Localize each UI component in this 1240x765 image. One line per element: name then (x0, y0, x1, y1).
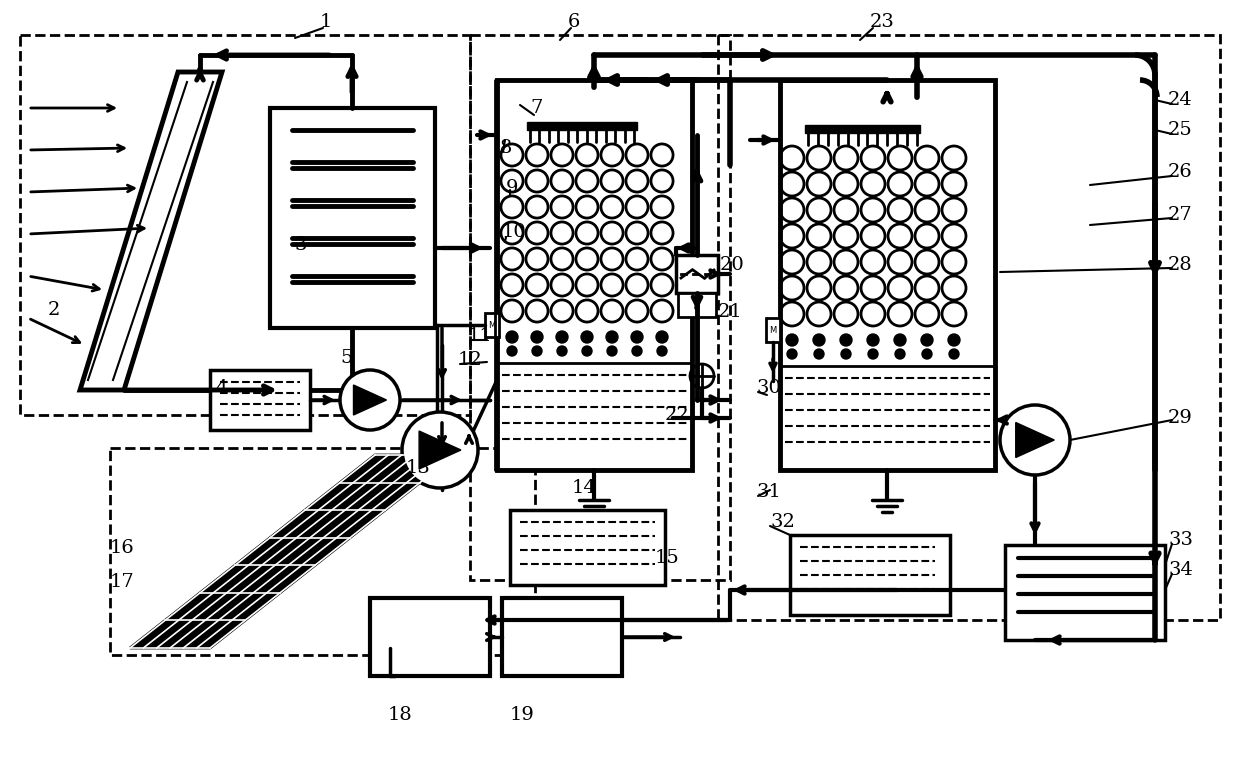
Text: 13: 13 (405, 459, 430, 477)
Circle shape (632, 346, 642, 356)
Text: 32: 32 (770, 513, 795, 531)
Circle shape (340, 370, 401, 430)
Text: 9: 9 (506, 179, 518, 197)
Text: M: M (489, 321, 495, 330)
Bar (110, 448, 534, 655)
Text: 11: 11 (467, 327, 492, 345)
Text: 28: 28 (1168, 256, 1193, 274)
Text: 25: 25 (1168, 121, 1193, 139)
Polygon shape (805, 125, 920, 133)
Circle shape (839, 334, 852, 346)
Bar (470, 35, 730, 580)
Text: 4: 4 (215, 379, 227, 397)
Bar (270, 108, 435, 328)
Circle shape (949, 334, 960, 346)
Circle shape (606, 331, 618, 343)
Circle shape (813, 334, 825, 346)
Polygon shape (527, 122, 637, 130)
Bar (510, 510, 665, 585)
Text: 34: 34 (1168, 561, 1193, 579)
Circle shape (999, 405, 1070, 475)
Bar (676, 255, 718, 293)
Text: 12: 12 (458, 351, 482, 369)
Text: 2: 2 (48, 301, 61, 319)
Bar (210, 370, 310, 430)
Text: 22: 22 (665, 406, 689, 424)
Text: 16: 16 (110, 539, 135, 557)
Bar (1004, 545, 1166, 640)
Polygon shape (353, 385, 387, 415)
Text: 26: 26 (1168, 163, 1193, 181)
Polygon shape (130, 455, 455, 648)
Circle shape (657, 346, 667, 356)
Bar (678, 293, 715, 317)
Text: 33: 33 (1168, 531, 1193, 549)
Text: 7: 7 (529, 99, 542, 117)
Circle shape (949, 349, 959, 359)
Bar (766, 318, 780, 342)
Bar (790, 535, 950, 615)
Circle shape (868, 349, 878, 359)
Text: 20: 20 (720, 256, 745, 274)
Text: 17: 17 (110, 573, 135, 591)
Circle shape (507, 346, 517, 356)
Text: 3: 3 (295, 236, 308, 254)
Text: 18: 18 (388, 706, 413, 724)
Text: 5: 5 (340, 349, 352, 367)
Circle shape (556, 331, 568, 343)
Bar (485, 313, 498, 337)
Bar (718, 35, 1220, 620)
Polygon shape (419, 431, 461, 469)
Text: 29: 29 (1168, 409, 1193, 427)
Text: 6: 6 (568, 13, 580, 31)
Text: 23: 23 (870, 13, 895, 31)
Circle shape (582, 346, 591, 356)
Text: 24: 24 (1168, 91, 1193, 109)
Polygon shape (81, 72, 222, 390)
Text: 21: 21 (718, 303, 743, 321)
Circle shape (557, 346, 567, 356)
Circle shape (582, 331, 593, 343)
Circle shape (786, 334, 799, 346)
Text: 31: 31 (756, 483, 781, 501)
Circle shape (813, 349, 825, 359)
Bar (497, 80, 692, 470)
Text: 27: 27 (1168, 206, 1193, 224)
Text: 10: 10 (502, 223, 527, 241)
Text: 8: 8 (500, 139, 512, 157)
Circle shape (608, 346, 618, 356)
Bar (20, 35, 470, 415)
Circle shape (923, 349, 932, 359)
Circle shape (532, 346, 542, 356)
Circle shape (787, 349, 797, 359)
Bar (780, 80, 994, 470)
Circle shape (921, 334, 932, 346)
Circle shape (631, 331, 644, 343)
Text: 15: 15 (655, 549, 680, 567)
Circle shape (895, 349, 905, 359)
Circle shape (867, 334, 879, 346)
Text: 14: 14 (572, 479, 596, 497)
Circle shape (656, 331, 668, 343)
Text: 30: 30 (756, 379, 781, 397)
Circle shape (894, 334, 906, 346)
Text: 1: 1 (320, 13, 332, 31)
Circle shape (531, 331, 543, 343)
Polygon shape (1016, 422, 1054, 457)
Bar (370, 598, 490, 676)
Bar (502, 598, 622, 676)
Text: M: M (769, 325, 776, 334)
Text: 19: 19 (510, 706, 534, 724)
Circle shape (506, 331, 518, 343)
Circle shape (402, 412, 477, 488)
Circle shape (841, 349, 851, 359)
